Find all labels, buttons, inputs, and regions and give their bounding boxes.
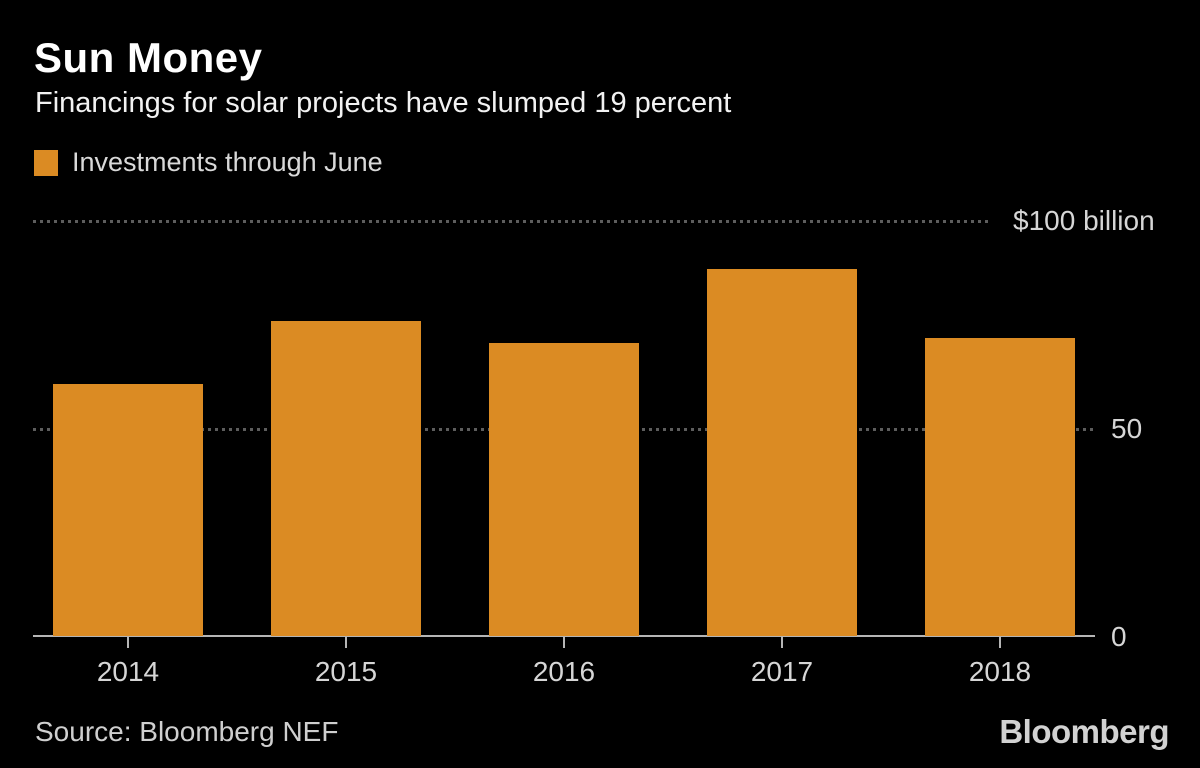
x-axis-label-2016: 2016: [532, 656, 596, 687]
x-tick-2014: [127, 637, 129, 648]
x-axis-label-2018: 2018: [968, 656, 1032, 687]
y-axis-label-50: 50: [1111, 413, 1143, 444]
x-tick-2015: [345, 637, 347, 648]
x-tick-2016: [563, 637, 565, 648]
legend: Investments through June: [34, 147, 383, 178]
source-text: Source: Bloomberg NEF: [35, 716, 339, 747]
x-axis-label-2015: 2015: [314, 656, 378, 687]
legend-label: Investments through June: [72, 147, 383, 177]
y-axis-label-100: $100 billion: [1013, 205, 1155, 236]
bar-2017: [707, 268, 857, 636]
chart-title: Sun Money: [34, 34, 263, 81]
bloomberg-logo: Bloomberg: [999, 713, 1169, 750]
chart-subtitle: Financings for solar projects have slump…: [35, 87, 732, 119]
x-axis-label-2017: 2017: [750, 656, 814, 687]
bar-2015: [271, 320, 421, 636]
legend-swatch-icon: [34, 149, 58, 176]
bar-2018: [925, 338, 1075, 636]
y-axis-label-0: 0: [1111, 621, 1127, 652]
bar-2014: [53, 383, 203, 636]
x-axis-line: [33, 635, 1095, 637]
x-tick-2017: [781, 637, 783, 648]
x-axis-label-2014: 2014: [96, 656, 160, 687]
gridline-100: [33, 220, 990, 223]
x-tick-2018: [999, 637, 1001, 648]
bar-2016: [489, 342, 639, 636]
